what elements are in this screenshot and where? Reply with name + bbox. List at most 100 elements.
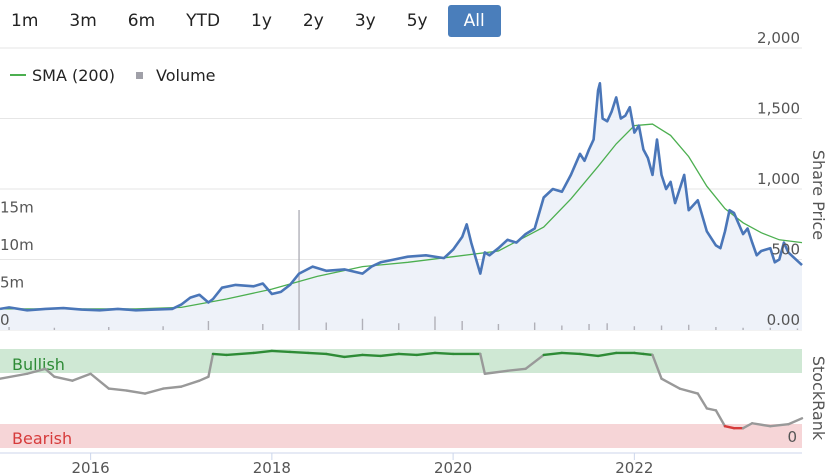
volume-bar — [606, 323, 608, 330]
volume-bar — [298, 210, 300, 330]
stockrank-segment — [524, 353, 545, 370]
price-tick-label: 1,000 — [757, 170, 800, 188]
stockrank-segment — [769, 423, 790, 428]
volume-bar — [660, 325, 663, 330]
range-selector: 1m 3m 6m YTD 1y 2y 3y 5y All — [0, 5, 510, 37]
stockrank-segment — [596, 351, 618, 358]
bearish-label: Bearish — [12, 429, 72, 448]
volume-bar — [108, 327, 110, 330]
stockrank-segment — [343, 353, 364, 359]
volume-bar — [497, 324, 500, 330]
stockrank-segment — [325, 352, 346, 359]
price-tick-label: 500 — [771, 241, 800, 259]
volume-bar — [207, 321, 210, 330]
stockrank-segment — [25, 367, 47, 375]
price-tick-label: 0.00 — [767, 311, 800, 329]
volume-bar — [162, 326, 164, 330]
stockrank-segment — [483, 369, 509, 375]
stockrank-segment — [705, 407, 718, 412]
stockrank-segment — [560, 351, 582, 356]
legend-volume-label: Volume — [156, 66, 216, 85]
volume-bar — [461, 321, 463, 330]
volume-bar — [796, 328, 799, 330]
volume-bar — [361, 318, 364, 330]
stockrank-segment — [479, 352, 487, 375]
bullish-label: Bullish — [12, 355, 65, 374]
stockrank-segment — [207, 352, 215, 378]
volume-bar — [434, 316, 436, 330]
stockrank-segment — [379, 352, 400, 358]
volume-tick-label: 0 — [0, 311, 10, 329]
sma-line — [0, 123, 803, 310]
bearish-band — [0, 424, 802, 448]
stockrank-segment — [161, 385, 183, 390]
price-axis-title: Share Price — [809, 150, 828, 240]
stockrank-segment — [361, 353, 382, 358]
stockrank-segment — [306, 351, 328, 356]
volume-bar — [8, 327, 10, 330]
range-button-5y[interactable]: 5y — [406, 11, 428, 31]
volume-tick-label: 5m — [0, 274, 24, 292]
stockrank-segment — [578, 352, 600, 358]
volume-bar — [262, 324, 264, 330]
range-button-2y[interactable]: 2y — [302, 11, 324, 31]
x-tick-label: 2022 — [615, 459, 653, 476]
price-axis-ticks: 2,000 1,500 1,000 500 0.00 — [757, 29, 800, 329]
range-button-3m[interactable]: 3m — [69, 11, 97, 31]
stockrank-segment — [723, 425, 736, 430]
volume-bar — [715, 327, 717, 330]
volume-bars — [8, 210, 799, 330]
range-button-6m[interactable]: 6m — [127, 11, 156, 31]
price-line — [0, 82, 803, 312]
stockrank-segment — [787, 417, 804, 426]
volume-tick-label: 10m — [0, 236, 34, 254]
stockrank-segment — [225, 351, 255, 357]
legend: SMA (200) Volume — [10, 66, 216, 85]
stockrank-segment — [750, 422, 772, 428]
x-tick-label: 2020 — [434, 459, 472, 476]
price-tick-label: 1,500 — [757, 100, 800, 118]
stockrank-axis-title: StockRank — [809, 356, 828, 441]
stockrank-segment — [741, 422, 754, 430]
range-button-1y[interactable]: 1y — [251, 11, 272, 31]
stockrank-segment — [53, 375, 74, 382]
stockrank-segment — [211, 352, 228, 357]
volume-bar — [325, 322, 327, 330]
volume-bar — [769, 327, 771, 330]
volume-bar — [588, 324, 590, 330]
range-button-1m[interactable]: 1m — [11, 11, 39, 31]
volume-bar — [398, 323, 400, 330]
stockrank-segment — [270, 349, 292, 354]
stockrank-segment — [642, 352, 654, 357]
volume-legend-square-icon — [136, 72, 143, 79]
stockrank-segment — [678, 387, 699, 395]
stockrank-segment — [252, 349, 274, 355]
volume-tick-label: 15m — [0, 199, 34, 217]
volume-bar — [633, 326, 636, 330]
stockrank-segment — [714, 409, 727, 428]
stockrank-segment — [198, 375, 210, 382]
x-tick-label: 2018 — [253, 459, 291, 476]
volume-bar — [53, 327, 56, 330]
range-button-all[interactable]: All — [447, 5, 501, 37]
range-button-3y[interactable]: 3y — [354, 11, 376, 31]
stockrank-segment — [696, 392, 709, 410]
stockrank-segment — [107, 387, 129, 392]
bullish-band — [0, 349, 802, 373]
volume-bar — [742, 327, 744, 330]
stockrank-segment — [542, 351, 564, 357]
volume-bar — [561, 325, 563, 330]
stockrank-segment — [180, 379, 201, 388]
legend-sma-label: SMA (200) — [32, 66, 115, 85]
range-button-ytd[interactable]: YTD — [186, 11, 221, 31]
stockrank-segment — [143, 387, 165, 395]
stockrank-segment — [506, 367, 527, 372]
stockrank-segment — [0, 372, 29, 380]
volume-bar — [688, 324, 690, 330]
price-tick-label: 2,000 — [757, 29, 800, 47]
stockrank-segment — [89, 372, 110, 390]
x-tick-label: 2016 — [72, 459, 110, 476]
stockrank-segment — [397, 352, 419, 357]
volume-axis-ticks: 15m 10m 5m 0 — [0, 199, 34, 330]
